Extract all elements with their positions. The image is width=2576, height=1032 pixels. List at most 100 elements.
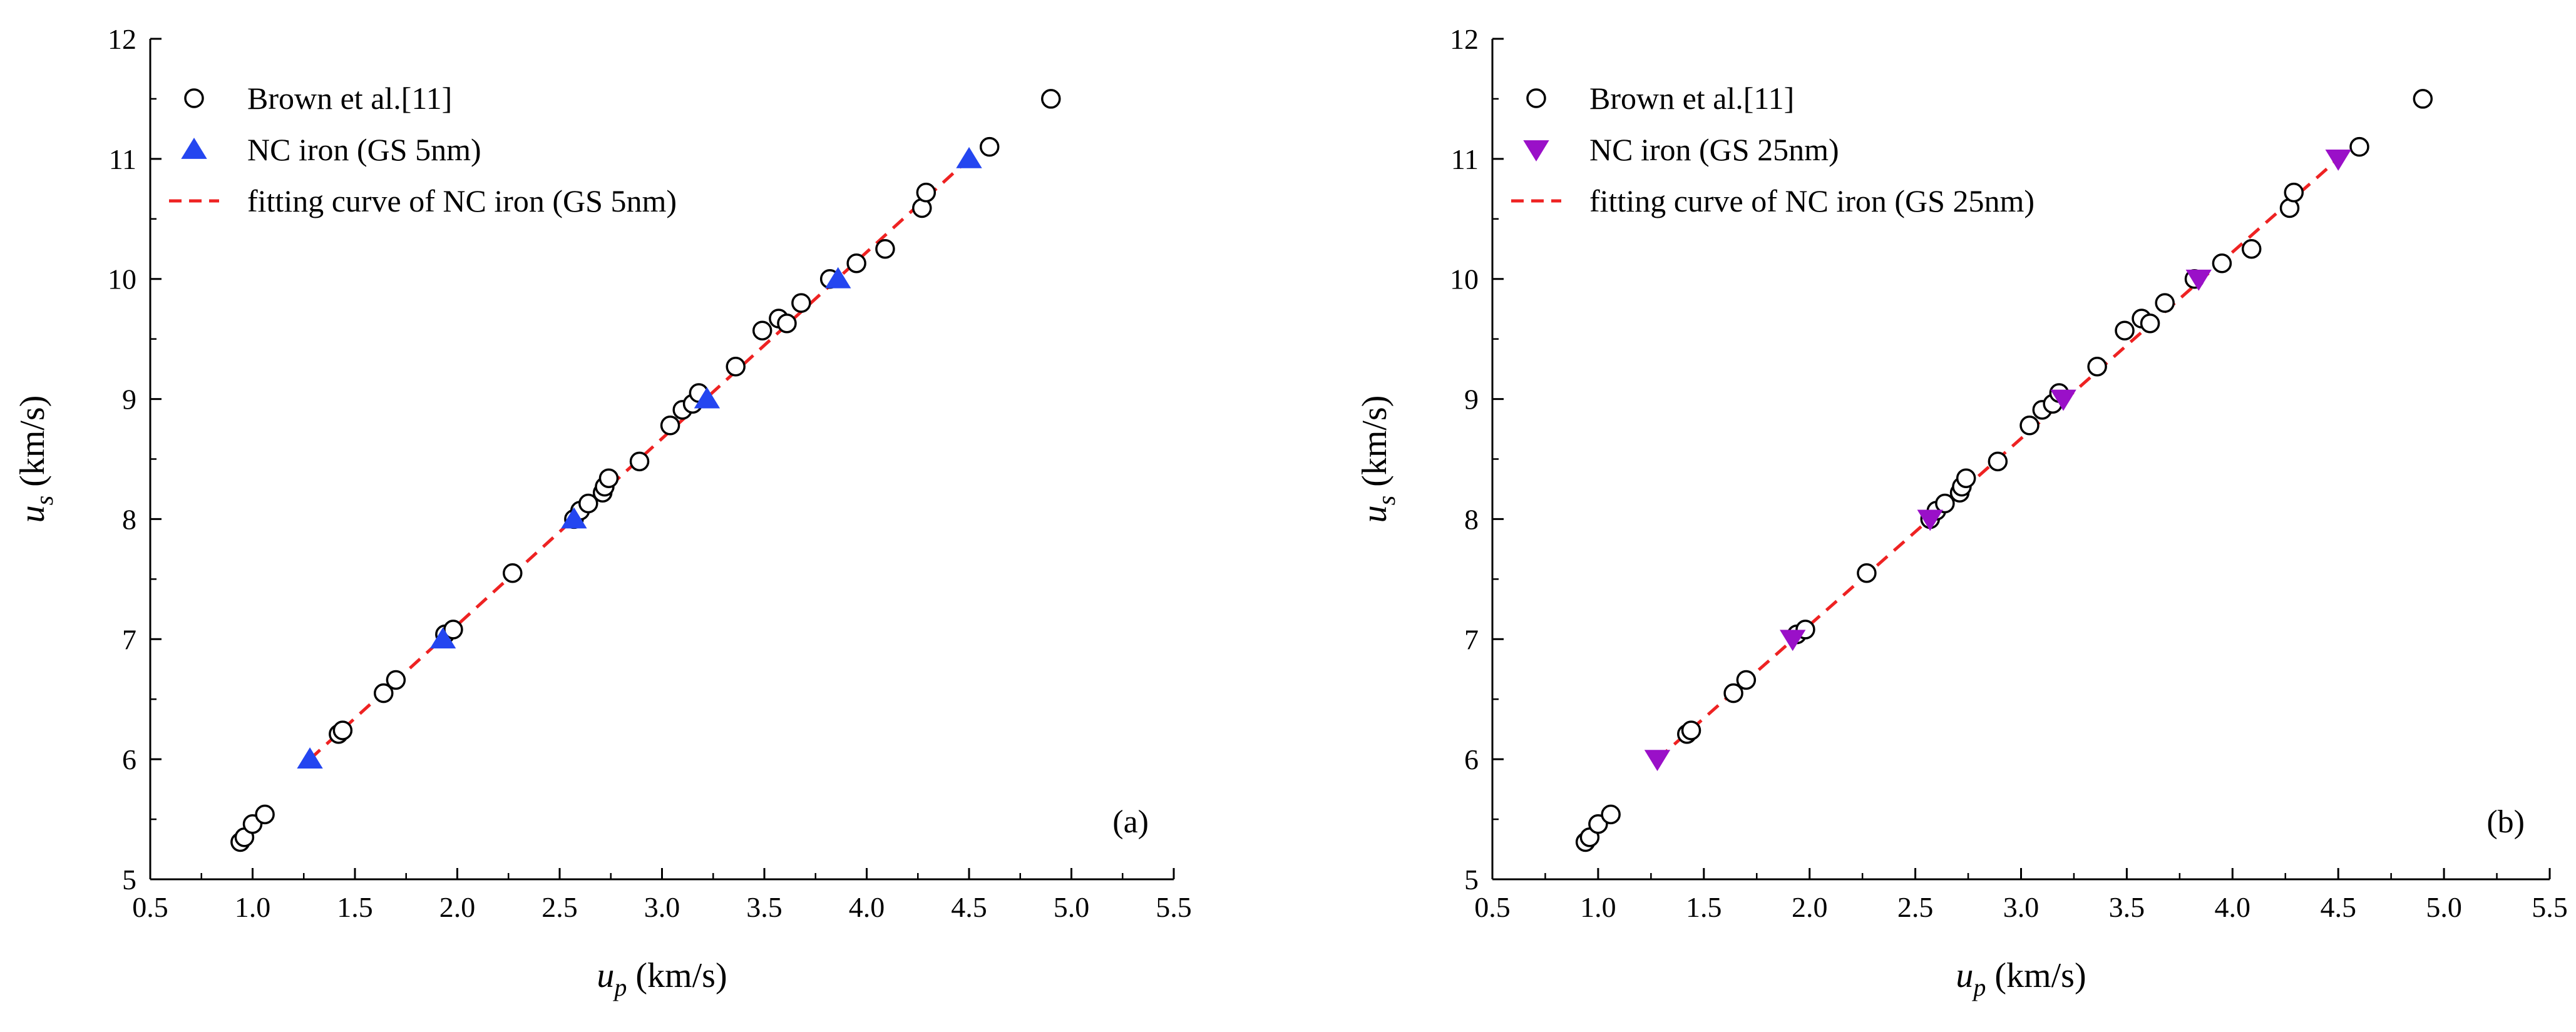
x-tick-label: 3.0 <box>2003 891 2040 923</box>
y-tick-label: 11 <box>1451 143 1479 175</box>
nc-iron-data-point <box>561 507 587 529</box>
y-tick-label: 12 <box>108 23 136 55</box>
x-tick-label: 1.5 <box>1686 891 1722 923</box>
brown-data-point <box>443 620 463 640</box>
brown-data-point <box>2284 182 2304 203</box>
x-axis-title: up (km/s) <box>1956 956 2086 1001</box>
legend-marker <box>1523 140 1549 161</box>
nc-iron-data-point <box>1917 509 1943 531</box>
brown-data-point <box>1041 89 1061 109</box>
nc-iron-data-point <box>825 267 851 289</box>
x-axis-title: up (km/s) <box>597 956 727 1001</box>
nc-iron-data-point <box>1779 630 1806 651</box>
y-tick-label: 9 <box>122 384 136 416</box>
brown-data-point <box>629 451 650 472</box>
brown-data-point <box>2019 416 2040 436</box>
brown-data-point <box>2349 136 2369 157</box>
legend-label: fitting curve of NC iron (GS 5nm) <box>247 183 677 218</box>
brown-data-point <box>1723 683 1743 703</box>
x-tick-label: 0.5 <box>132 891 168 923</box>
y-tick-label: 12 <box>1450 23 1479 55</box>
panel-b: 0.5 1.0 1.5 2.0 2.5 3.0 3.5 4.0 4.5 5.0 5.5 5 6 7 8 9 10… <box>1355 23 2568 1001</box>
brown-data-point <box>503 563 523 583</box>
y-tick-label: 6 <box>122 743 136 775</box>
y-tick-label: 5 <box>1464 864 1479 896</box>
brown-data-point <box>1988 451 2008 472</box>
legend-marker <box>181 138 207 159</box>
x-tick-label: 4.5 <box>951 891 987 923</box>
x-tick-label: 4.5 <box>2320 891 2356 923</box>
y-axis-title: us (km/s) <box>1355 396 1400 523</box>
brown-data-point <box>916 182 936 203</box>
x-tick-label: 5.5 <box>2532 891 2568 923</box>
fitting-curve-line <box>309 158 970 760</box>
legend-label: Brown et al.[11] <box>247 81 452 116</box>
legend-label: Brown et al.[11] <box>1589 81 1794 116</box>
brown-data-point <box>1736 670 1757 690</box>
brown-data-point <box>979 136 1000 157</box>
nc-iron-data-point <box>2185 269 2212 291</box>
panel-label: (b) <box>2486 804 2525 840</box>
x-tick-label: 5.0 <box>1054 891 1090 923</box>
nc-iron-data-point <box>2050 389 2076 411</box>
legend: Brown et al.[11] NC iron (GS 25nm) fitting… <box>1511 81 2035 218</box>
x-tick-label: 5.5 <box>1156 891 1192 923</box>
legend-marker <box>184 88 204 108</box>
brown-data-point <box>1935 493 1955 514</box>
x-tick-label: 3.5 <box>746 891 783 923</box>
x-tick-label: 3.0 <box>644 891 680 923</box>
y-tick-label: 9 <box>1464 384 1479 416</box>
brown-data-point <box>1956 468 1976 488</box>
x-tick-label: 2.0 <box>1792 891 1828 923</box>
nc-iron-data-point <box>2325 149 2351 171</box>
y-tick-label: 8 <box>1464 503 1479 535</box>
y-tick-label: 10 <box>1450 263 1479 295</box>
y-tick-label: 7 <box>1464 623 1479 655</box>
brown-data-point <box>2413 89 2433 109</box>
x-tick-label: 2.5 <box>1897 891 1934 923</box>
brown-data-point <box>752 320 772 340</box>
legend: Brown et al.[11] NC iron (GS 5nm) fitting … <box>169 81 677 218</box>
x-tick-label: 4.0 <box>2215 891 2251 923</box>
brown-data-point <box>2212 253 2232 273</box>
brown-data-point <box>846 253 866 273</box>
nc-iron-data-point <box>297 747 323 769</box>
nc-iron-data-point <box>956 146 982 168</box>
brown-data-point <box>332 720 353 740</box>
y-tick-label: 10 <box>108 263 136 295</box>
legend-label: NC iron (GS 5nm) <box>247 132 481 167</box>
brown-data-point <box>2241 239 2262 259</box>
brown-data-point <box>2155 293 2175 313</box>
brown-data-point <box>386 670 406 690</box>
legend-label: NC iron (GS 25nm) <box>1589 132 1839 167</box>
legend-label: fitting curve of NC iron (GS 25nm) <box>1589 183 2035 218</box>
brown-data-point <box>1857 563 1877 583</box>
y-tick-label: 5 <box>122 864 136 896</box>
legend-marker <box>1526 88 1546 108</box>
x-tick-label: 1.0 <box>1580 891 1616 923</box>
brown-data-point <box>2087 357 2107 377</box>
nc-iron-data-point <box>429 627 456 649</box>
brown-data-point <box>598 468 619 488</box>
x-tick-label: 1.5 <box>337 891 373 923</box>
brown-data-point <box>875 239 895 259</box>
x-tick-label: 4.0 <box>849 891 885 923</box>
brown-data-point <box>777 313 797 334</box>
brown-data-point <box>726 357 746 377</box>
x-tick-label: 5.0 <box>2426 891 2462 923</box>
brown-data-point <box>255 804 275 825</box>
y-tick-label: 7 <box>122 623 136 655</box>
y-tick-label: 6 <box>1464 743 1479 775</box>
x-tick-label: 2.0 <box>439 891 476 923</box>
brown-data-point <box>2115 320 2135 340</box>
x-tick-label: 1.0 <box>235 891 271 923</box>
y-tick-label: 11 <box>109 143 136 175</box>
brown-data-point <box>578 493 598 514</box>
brown-data-point <box>374 683 394 703</box>
x-tick-label: 0.5 <box>1474 891 1511 923</box>
x-tick-label: 3.5 <box>2109 891 2145 923</box>
x-tick-label: 2.5 <box>541 891 578 923</box>
brown-data-point <box>660 416 680 436</box>
nc-iron-data-point <box>1644 750 1671 772</box>
